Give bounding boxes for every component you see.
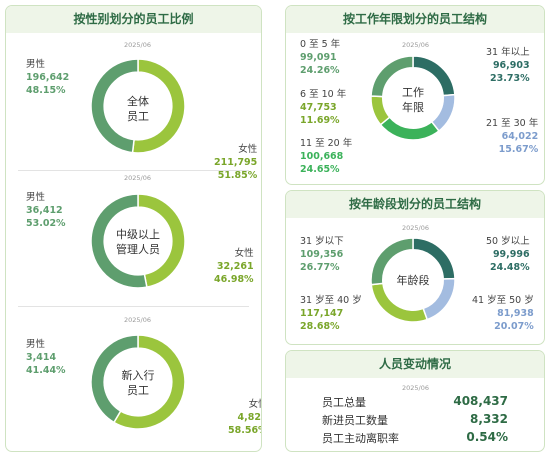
chart-date: 2025/06 (124, 174, 152, 182)
tenure-label-31plus: 31 年以上 96,903 23.73% (486, 47, 530, 84)
chart-date: 2025/06 (402, 224, 430, 232)
stat-value: 408,437 (453, 394, 508, 408)
stat-label: 员工总量 (322, 396, 366, 409)
gender-panel: 按性别划分的员工比例 2025/06 全体 员工 男性 196,642 48.1… (5, 5, 262, 452)
tenure-label-21-30: 21 至 30 年 64,022 15.67% (486, 118, 539, 155)
tenure-label-11-20: 11 至 20 年 100,668 24.65% (300, 138, 353, 175)
chart-date: 2025/06 (402, 41, 430, 49)
stat-row-turnover: 员工主动离职率 0.54% (322, 430, 508, 446)
donut-slice-men (90, 58, 139, 154)
donut-center-label: 全体 员工 (127, 95, 149, 123)
donut-slice-6-10 (370, 95, 391, 126)
donut-slice-31-40 (370, 282, 429, 323)
stat-value: 0.54% (466, 430, 508, 444)
donut-center-label: 年龄段 (396, 274, 430, 287)
tenure-label-0-5: 0 至 5 年 99,091 24.26% (300, 39, 341, 76)
donut-center-label: 工作 年限 (402, 86, 424, 114)
donut-age (370, 237, 456, 323)
stat-row-total: 员工总量 408,437 (322, 394, 508, 410)
donut-center-label: 中级以上 管理人员 (116, 228, 160, 256)
women-label: 女性 4,824 58.56% (228, 399, 261, 436)
age-panel: 按年龄段划分的员工结构 2025/06 年龄段 31 岁以下 109,356 2… (285, 190, 545, 345)
stat-label: 新进员工数量 (322, 414, 388, 427)
chart-date: 2025/06 (124, 41, 152, 49)
age-label-31-40: 31 岁至 40 岁 117,147 28.68% (300, 295, 362, 332)
age-label-50plus: 50 岁以上 99,996 24.48% (486, 236, 530, 273)
men-label: 男性 196,642 48.15% (26, 59, 70, 96)
men-label: 男性 36,412 53.02% (26, 192, 66, 229)
stat-row-new-hires: 新进员工数量 8,332 (322, 412, 508, 428)
women-label: 女性 32,261 46.98% (214, 248, 254, 285)
donut-slice-women (112, 334, 186, 430)
tenure-panel-title: 按工作年限划分的员工结构 (286, 6, 544, 33)
donut-center-label: 新入行 员工 (121, 369, 155, 397)
donut-slice-men (90, 193, 148, 289)
donut-management (90, 193, 186, 289)
donut-slice-0-5 (370, 55, 414, 98)
gender-panel-title: 按性别划分的员工比例 (6, 6, 261, 33)
donut-all-staff (90, 58, 186, 154)
women-label: 女性 211,795 51.85% (214, 144, 258, 181)
age-label-41-50: 41 岁至 50 岁 81,938 20.07% (472, 295, 534, 332)
divider (18, 306, 249, 307)
chart-date: 2025/06 (402, 384, 430, 392)
chart-date: 2025/06 (124, 316, 152, 324)
stat-label: 员工主动离职率 (322, 432, 399, 445)
change-panel-title: 人员变动情况 (286, 351, 544, 378)
stat-value: 8,332 (470, 412, 508, 426)
donut-slice-under-31 (370, 237, 414, 286)
change-panel: 人员变动情况 2025/06 员工总量 408,437 新进员工数量 8,332… (285, 350, 545, 452)
age-label-under-31: 31 岁以下 109,356 26.77% (300, 236, 344, 273)
donut-slice-11-20 (379, 116, 441, 141)
tenure-label-6-10: 6 至 10 年 47,753 11.69% (300, 89, 347, 126)
tenure-panel: 按工作年限划分的员工结构 2025/06 工作 年限 0 至 5 年 99,09… (285, 5, 545, 185)
donut-tenure (370, 55, 456, 141)
men-label: 男性 3,414 41.44% (26, 339, 66, 376)
donut-new-hires (90, 334, 186, 430)
age-panel-title: 按年龄段划分的员工结构 (286, 191, 544, 218)
divider (18, 170, 249, 171)
donut-slice-men (90, 334, 139, 424)
